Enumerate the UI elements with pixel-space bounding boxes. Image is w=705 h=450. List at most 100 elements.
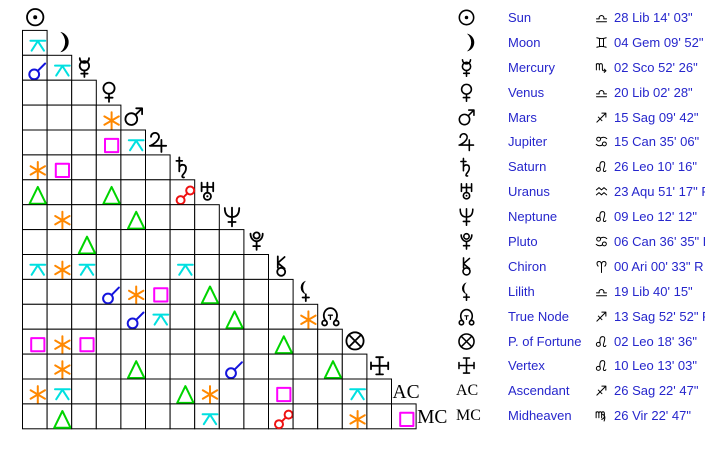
aspect-cell-fortune-truenode [317,328,343,355]
aspect-cell-vertex-sun [22,353,48,380]
aspect-cell-jupiter-sun [22,129,48,156]
chiron-glyph-icon [456,256,482,277]
virgo-sign-icon [594,408,611,423]
position-row-venus: Venus 20 Lib 02' 28" [456,80,704,105]
aspect-cell-jupiter-moon [46,129,73,156]
position-row-jupiter: Jupiter 15 Can 35' 06" [456,129,704,154]
body-position: 00 Ari 00' 33" R [614,258,704,274]
body-name: Lilith [508,283,535,299]
aspect-cell-chiron-jupiter [145,254,171,280]
aspect-cell-truenode-chiron [268,303,294,330]
aquarius-sign-icon [594,184,611,199]
aspect-cell-neptune-saturn [169,204,196,231]
body-position: 10 Leo 13' 03" [614,358,698,374]
saturn-glyph-icon [456,156,482,178]
aspect-cell-mercury-moon [46,54,73,81]
aspect-cell-mercury-sun [22,54,48,81]
aspect-cell-pluto-sun [22,229,48,256]
position-row-lilith: Lilith 19 Lib 40' 15" [456,279,704,304]
fortune-glyph-icon [345,331,365,351]
pluto-glyph-icon [456,231,482,252]
body-position: 15 Can 35' 06" [614,134,700,150]
aspect-grid: AC MC [22,8,447,430]
aspect-cell-vertex-lilith [292,353,319,380]
leo-sign-icon [594,334,611,349]
position-row-mercury: Mercury 02 Sco 52' 26" [456,55,704,80]
aspect-cell-lilith-pluto [243,278,269,305]
body-name: Vertex [508,358,545,374]
lilith-glyph-icon [456,281,482,302]
aspect-cell-pluto-mars [120,229,147,256]
jupiter-glyph-icon [148,131,168,153]
aspect-cell-chiron-pluto [243,254,269,280]
body-position: 19 Lib 40' 15" [614,283,693,299]
position-row-neptune: Neptune 09 Leo 12' 12" [456,204,704,229]
aspect-cell-truenode-neptune [218,303,245,330]
aspect-cell-midheaven-chiron [268,403,294,430]
venus-glyph-icon [102,81,116,103]
body-position: 02 Sco 52' 26" [614,59,698,75]
body-position: 28 Lib 14' 03" [614,9,693,25]
aspect-cell-ascendant-vertex [366,378,392,405]
aspect-cell-lilith-jupiter [145,278,171,305]
aries-sign-icon [594,259,611,274]
aspect-cell-ascendant-jupiter [145,378,171,405]
aspect-cell-pluto-neptune [218,229,245,256]
aspect-cell-fortune-uranus [194,328,220,355]
position-row-sun: Sun 28 Lib 14' 03" [456,5,704,30]
aspect-cell-saturn-mercury [71,154,97,181]
aspect-cell-vertex-truenode [317,353,343,380]
body-name: Chiron [508,258,547,274]
aspect-cell-midheaven-uranus [194,403,220,430]
aspect-cell-mars-sun [22,104,48,131]
aspect-cell-chiron-moon [46,254,73,280]
position-row-saturn: Saturn 26 Leo 10' 16" [456,154,704,179]
mercury-glyph-icon [78,57,91,78]
position-row-ascendant: AC Ascendant 26 Sag 22' 47" [456,378,704,403]
neptune-glyph-icon [223,206,241,228]
aspect-cell-lilith-venus [95,278,122,305]
body-name: Saturn [508,159,547,175]
body-name: Moon [508,34,541,50]
jupiter-glyph-icon [456,131,482,152]
body-position: 09 Leo 12' 12" [614,209,698,225]
aspect-cell-ascendant-venus [95,378,122,405]
aspect-cell-venus-sun [22,79,48,106]
body-name: Uranus [508,184,550,200]
aspect-cell-neptune-mars [120,204,147,231]
gemini-sign-icon [594,35,611,50]
body-position: 26 Sag 22' 47" [614,383,699,399]
aspect-cell-truenode-sun [22,303,48,330]
cancer-sign-icon [594,234,611,249]
aspect-cell-ascendant-lilith [292,378,319,405]
aspect-cell-ascendant-neptune [218,378,245,405]
aspect-cell-jupiter-mars [120,129,147,156]
ascendant-glyph-icon: AC [456,382,482,400]
aspect-cell-midheaven-mars [120,403,147,430]
aspect-cell-pluto-uranus [194,229,220,256]
midheaven-label: MC [417,407,447,428]
aspect-cell-midheaven-jupiter [145,403,171,430]
aspect-cell-midheaven-vertex [366,403,392,430]
aspect-cell-truenode-uranus [194,303,220,330]
pluto-glyph-icon [249,231,264,251]
neptune-glyph-icon [456,206,482,227]
position-row-truenode: True Node 13 Sag 52' 52" R [456,304,705,329]
aspect-cell-pluto-moon [46,229,73,256]
aspect-cell-truenode-saturn [169,303,196,330]
body-position: 04 Gem 09' 52" [614,34,704,50]
aspect-cell-fortune-lilith [292,328,319,355]
aspect-cell-lilith-mercury [71,278,97,305]
position-row-pluto: Pluto 06 Can 36' 35" R [456,229,705,254]
aspect-cell-neptune-venus [95,204,122,231]
aspect-cell-venus-mercury [71,79,97,106]
aspect-cell-midheaven-sun [22,403,48,430]
aspect-cell-vertex-uranus [194,353,220,380]
aspect-cell-truenode-mars [120,303,147,330]
moon-glyph-icon [456,32,482,53]
lilith-glyph-icon [299,279,310,303]
aspect-cell-midheaven-venus [95,403,122,430]
truenode-glyph-icon [321,307,340,327]
aspect-cell-fortune-sun [22,328,48,355]
aspect-cell-vertex-neptune [218,353,245,380]
